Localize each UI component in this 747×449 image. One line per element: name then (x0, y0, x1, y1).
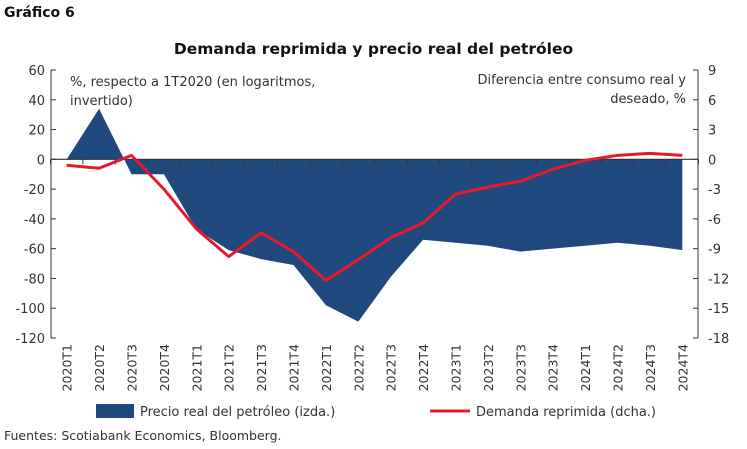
x-tick-label: 2022T1 (319, 344, 334, 391)
right-tick-label: -18 (708, 332, 729, 347)
left-tick-label: -60 (24, 243, 45, 258)
x-tick-label: 2021T4 (287, 344, 302, 391)
area-series-precio-real (66, 108, 683, 322)
x-tick-label: 2022T4 (416, 344, 431, 391)
x-tick-label: 2023T4 (546, 344, 561, 391)
x-tick-label: 2020T3 (125, 344, 140, 391)
x-tick-label: 2023T2 (481, 344, 496, 391)
x-tick-label: 2023T3 (513, 344, 528, 391)
left-tick-label: -80 (24, 272, 45, 287)
left-axis-label: %, respecto a 1T2020 (en logaritmos, (70, 75, 315, 90)
right-tick-label: -15 (708, 302, 729, 317)
x-tick-label: 2020T1 (60, 344, 75, 391)
left-tick-label: 60 (28, 64, 45, 79)
x-tick-label: 2021T3 (254, 344, 269, 391)
chart-title: Demanda reprimida y precio real del petr… (173, 40, 574, 58)
left-tick-label: -20 (24, 183, 45, 198)
x-tick-label: 2020T4 (157, 344, 172, 391)
right-tick-label: 3 (708, 124, 716, 139)
right-axis-label: deseado, % (610, 92, 686, 107)
left-tick-label: 20 (28, 124, 45, 139)
right-axis-label: Diferencia entre consumo real y (478, 73, 687, 88)
x-tick-label: 2024T2 (611, 344, 626, 391)
right-tick-label: -9 (708, 243, 721, 258)
line-series-demanda-reprimida (66, 151, 683, 282)
x-tick-label: 2020T2 (92, 344, 107, 391)
legend-label-area: Precio real del petróleo (izda.) (140, 405, 335, 420)
right-tick-label: 0 (708, 153, 716, 168)
right-tick-label: -6 (708, 213, 721, 228)
left-tick-label: -40 (24, 213, 45, 228)
right-tick-label: 6 (708, 94, 716, 109)
x-tick-label: 2021T2 (222, 344, 237, 391)
left-tick-label: -120 (15, 332, 45, 347)
legend-swatch-area (96, 404, 134, 418)
x-tick-label: 2024T1 (578, 344, 593, 391)
source-note: Fuentes: Scotiabank Economics, Bloomberg… (4, 428, 282, 443)
right-tick-label: 9 (708, 64, 716, 79)
figure-label: Gráfico 6 (4, 5, 75, 21)
x-tick-label: 2022T2 (351, 344, 366, 391)
x-tick-label: 2022T3 (384, 344, 399, 391)
x-tick-label: 2024T4 (675, 344, 690, 391)
x-tick-label: 2021T1 (189, 344, 204, 391)
left-axis-label: invertido) (70, 94, 133, 109)
x-tick-label: 2024T3 (643, 344, 658, 391)
right-tick-label: -3 (708, 183, 721, 198)
left-tick-label: 0 (37, 153, 45, 168)
left-tick-label: 40 (28, 94, 45, 109)
legend-label-line: Demanda reprimida (dcha.) (476, 405, 656, 420)
x-tick-label: 2023T1 (449, 344, 464, 391)
left-tick-label: -100 (15, 302, 45, 317)
right-tick-label: -12 (708, 272, 729, 287)
